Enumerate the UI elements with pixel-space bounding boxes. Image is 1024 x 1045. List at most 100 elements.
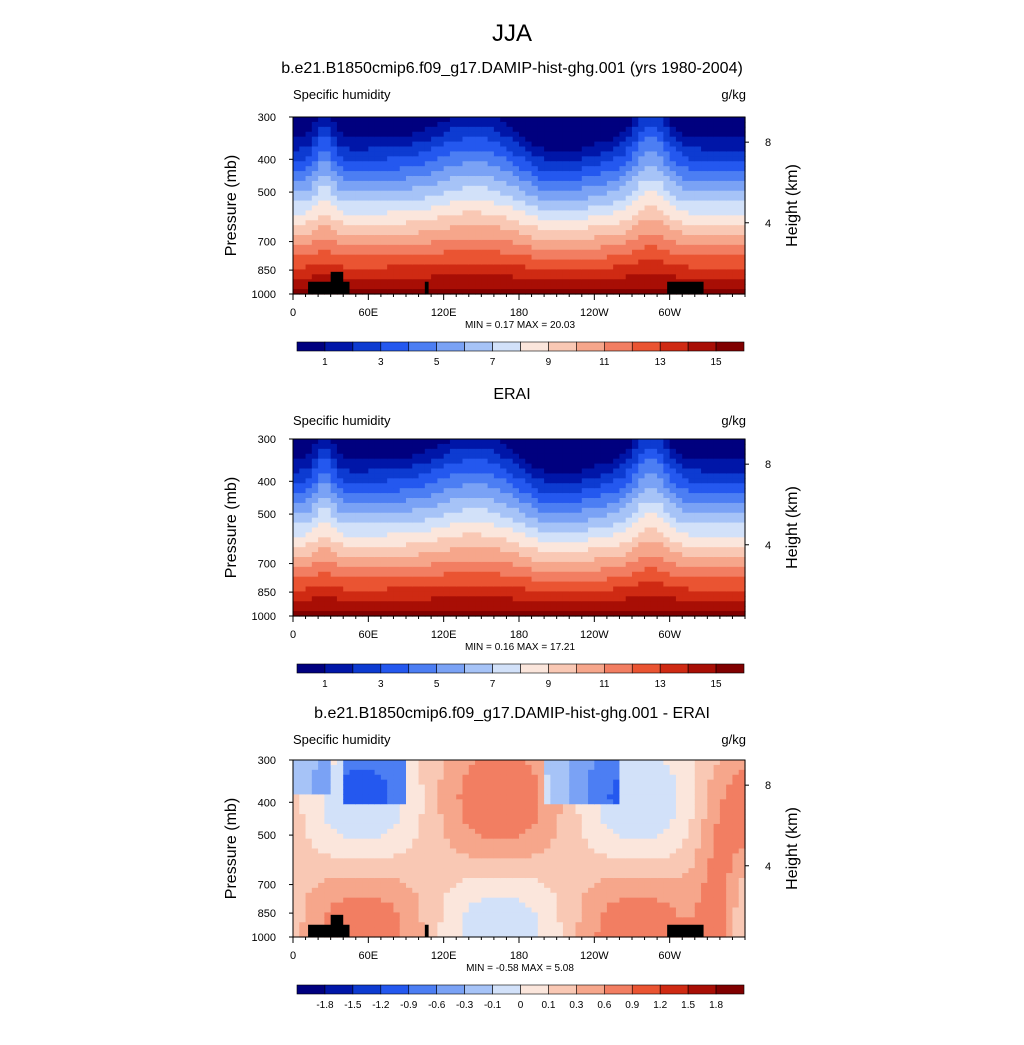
- field-cell: [368, 469, 375, 475]
- field-cell: [594, 587, 601, 593]
- field-cell: [601, 488, 608, 494]
- field-cell: [695, 230, 702, 236]
- field-cell: [576, 230, 583, 236]
- field-cell: [412, 523, 419, 529]
- field-cell: [670, 606, 677, 612]
- field-cell: [456, 284, 463, 290]
- field-cell: [324, 557, 331, 563]
- field-cell: [513, 274, 520, 280]
- field-cell: [425, 547, 432, 553]
- field-cell: [469, 181, 476, 187]
- field-cell: [613, 132, 620, 138]
- field-cell: [513, 220, 520, 226]
- field-cell: [638, 518, 645, 524]
- field-cell: [676, 493, 683, 499]
- field-cell: [500, 518, 507, 524]
- field-cell: [387, 245, 394, 251]
- field-cell: [293, 518, 300, 524]
- field-cell: [500, 176, 507, 182]
- field-cell: [525, 186, 532, 192]
- field-cell: [544, 166, 551, 172]
- field-cell: [356, 503, 363, 509]
- field-cell: [324, 137, 331, 143]
- field-cell: [324, 196, 331, 202]
- field-cell: [343, 596, 350, 602]
- field-cell: [469, 269, 476, 275]
- field-cell: [557, 201, 564, 207]
- field-cell: [513, 245, 520, 251]
- field-cell: [412, 606, 419, 612]
- field-cell: [362, 552, 369, 558]
- field-cell: [525, 449, 532, 455]
- field-cell: [619, 587, 626, 593]
- field-cell: [632, 166, 639, 172]
- field-cell: [670, 439, 677, 445]
- field-cell: [563, 196, 570, 202]
- field-cell: [331, 156, 338, 162]
- field-cell: [607, 488, 614, 494]
- field-cell: [550, 274, 557, 280]
- field-cell: [538, 508, 545, 514]
- field-cell: [406, 464, 413, 470]
- field-cell: [607, 215, 614, 221]
- field-cell: [588, 542, 595, 548]
- field-cell: [695, 196, 702, 202]
- field-cell: [557, 454, 564, 460]
- field-cell: [419, 508, 426, 514]
- field-cell: [368, 191, 375, 197]
- field-cell: [419, 449, 426, 455]
- field-cell: [582, 591, 589, 597]
- field-cell: [450, 260, 457, 266]
- field-cell: [318, 532, 325, 538]
- field-cell: [324, 503, 331, 509]
- field-cell: [663, 557, 670, 563]
- field-cell: [607, 210, 614, 216]
- field-cell: [532, 166, 539, 172]
- field-cell: [381, 260, 388, 266]
- field-cell: [550, 156, 557, 162]
- field-cell: [632, 493, 639, 499]
- field-cell: [651, 488, 658, 494]
- field-cell: [381, 176, 388, 182]
- field-cell: [645, 552, 652, 558]
- field-cell: [582, 176, 589, 182]
- field-cell: [670, 151, 677, 157]
- field-cell: [381, 206, 388, 212]
- field-cell: [519, 582, 526, 588]
- field-cell: [356, 142, 363, 148]
- field-cell: [720, 235, 727, 241]
- field-cell: [312, 117, 319, 123]
- field-cell: [444, 557, 451, 563]
- field-cell: [431, 601, 438, 607]
- field-cell: [406, 201, 413, 207]
- field-cell: [375, 235, 382, 241]
- field-cell: [393, 542, 400, 548]
- field-cell: [368, 493, 375, 499]
- field-cell: [538, 469, 545, 475]
- field-cell: [456, 478, 463, 484]
- field-cell: [707, 196, 714, 202]
- field-cell: [494, 171, 501, 177]
- field-cell: [475, 161, 482, 167]
- field-cell: [481, 449, 488, 455]
- field-cell: [645, 240, 652, 246]
- field-cell: [576, 225, 583, 231]
- field-cell: [425, 557, 432, 563]
- field-cell: [419, 444, 426, 450]
- field-cell: [444, 127, 451, 133]
- field-cell: [431, 464, 438, 470]
- field-cell: [550, 528, 557, 534]
- field-cell: [663, 449, 670, 455]
- field-cell: [337, 449, 344, 455]
- field-cell: [601, 186, 608, 192]
- field-cell: [463, 444, 470, 450]
- field-cell: [550, 142, 557, 148]
- field-cell: [726, 132, 733, 138]
- field-cell: [475, 235, 482, 241]
- field-cell: [720, 191, 727, 197]
- field-cell: [481, 186, 488, 192]
- field-cell: [381, 240, 388, 246]
- field-cell: [488, 161, 495, 167]
- field-cell: [557, 147, 564, 153]
- field-cell: [400, 269, 407, 275]
